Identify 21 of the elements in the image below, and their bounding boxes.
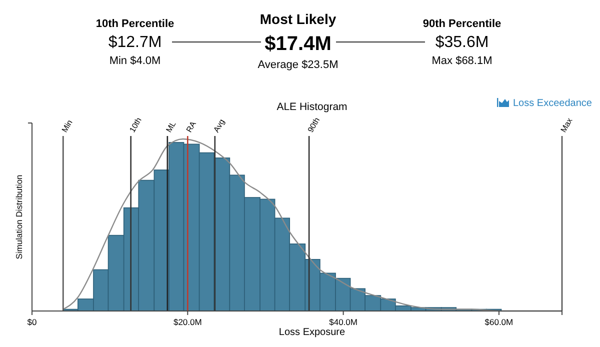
x-tick-label: $40.0M <box>329 317 358 327</box>
text: Min $4.0M <box>109 55 161 67</box>
ref-line-label: Min <box>60 118 74 134</box>
chart-title: ALE Histogram <box>276 101 348 113</box>
text: Loss Exceedance <box>513 98 592 109</box>
text: 90th Percentile <box>422 18 502 30</box>
text: $12.7M <box>108 34 162 51</box>
text: 10th Percentile <box>96 18 174 30</box>
x-tick-label: $0 <box>27 317 37 327</box>
text: Average $23.5M <box>258 59 338 71</box>
text: $35.6M <box>435 34 489 51</box>
ref-line-label: ML <box>164 119 178 134</box>
ref-line-label: Avg <box>212 118 226 134</box>
y-axis-title: Simulation Distribution <box>14 174 24 260</box>
ref-line-label: RA <box>184 119 198 134</box>
text: Max $68.1M <box>432 55 492 67</box>
x-axis-title: Loss Exposure <box>278 327 346 338</box>
text: $17.4M <box>264 33 332 55</box>
x-tick-label: $20.0M <box>173 317 202 327</box>
x-tick-label: $60.0M <box>484 317 514 327</box>
text: Most Likely <box>260 11 336 27</box>
